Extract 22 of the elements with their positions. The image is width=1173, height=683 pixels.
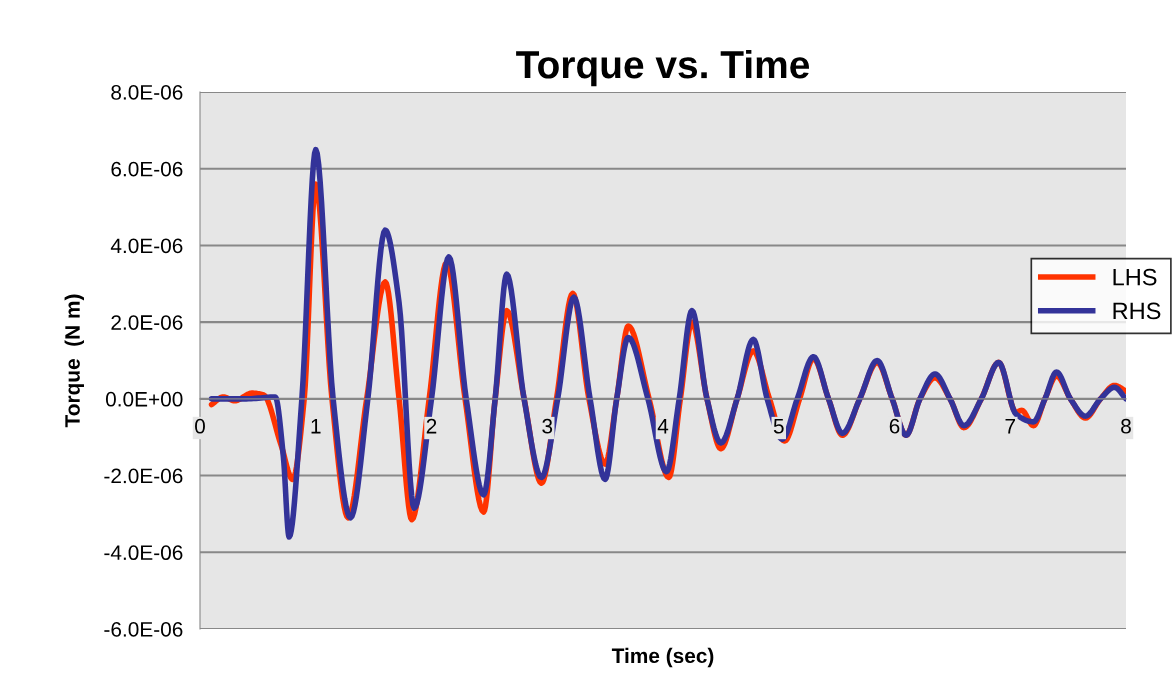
x-tick-label: 5: [773, 419, 784, 434]
x-tick-label: 2: [426, 418, 437, 434]
y-tick-label: -6.0E-06: [104, 622, 183, 637]
y-tick-label: -4.0E-06: [104, 545, 183, 561]
x-axis-title: Time (sec): [611, 647, 714, 668]
x-tick-label: 6: [889, 418, 900, 434]
legend-label: RHS: [1113, 302, 1161, 320]
x-tick-label: 3: [542, 418, 553, 434]
chart-title: Torque vs. Time: [516, 49, 810, 87]
x-tick-label: 4: [657, 419, 669, 434]
y-tick-label: 2.0E-06: [111, 315, 183, 330]
x-tick-label: 1: [311, 419, 321, 434]
y-tick-label: 4.0E-06: [110, 238, 183, 254]
legend-label: LHS: [1113, 268, 1157, 286]
y-tick-label: 8.0E-06: [111, 85, 183, 100]
y-tick-label: -2.0E-06: [104, 468, 183, 484]
y-tick-label: 0.0E+00: [105, 391, 183, 407]
y-tick-label: 6.0E-06: [111, 161, 183, 177]
y-axis-title: Torque (N m): [64, 294, 84, 428]
x-tick-label: 7: [1005, 419, 1015, 434]
x-tick-label: 0: [195, 418, 205, 434]
x-tick-label: 8: [1121, 418, 1131, 434]
